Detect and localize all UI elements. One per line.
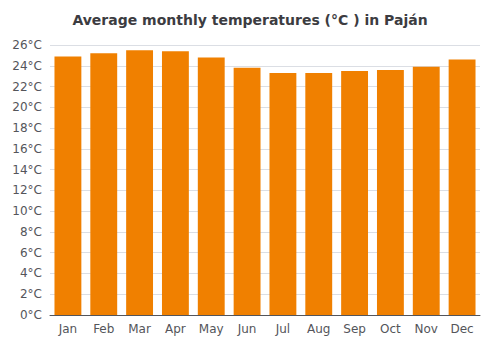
svg-text:26°C: 26°C <box>12 38 42 52</box>
svg-text:2°C: 2°C <box>20 287 42 301</box>
svg-text:0°C: 0°C <box>20 308 42 322</box>
svg-text:May: May <box>199 322 224 336</box>
svg-text:Oct: Oct <box>380 322 401 336</box>
svg-text:Jan: Jan <box>58 322 78 336</box>
svg-text:Average monthly temperatures (: Average monthly temperatures (°C ) in Pa… <box>72 12 427 28</box>
svg-text:Apr: Apr <box>165 322 186 336</box>
svg-text:14°C: 14°C <box>12 163 42 177</box>
svg-text:Sep: Sep <box>343 322 366 336</box>
svg-text:16°C: 16°C <box>12 142 42 156</box>
svg-text:4°C: 4°C <box>20 266 42 280</box>
svg-text:18°C: 18°C <box>12 121 42 135</box>
svg-text:24°C: 24°C <box>12 59 42 73</box>
svg-text:Nov: Nov <box>415 322 438 336</box>
svg-text:22°C: 22°C <box>12 80 42 94</box>
svg-text:Aug: Aug <box>307 322 330 336</box>
svg-text:12°C: 12°C <box>12 183 42 197</box>
svg-text:6°C: 6°C <box>20 246 42 260</box>
svg-text:10°C: 10°C <box>12 204 42 218</box>
svg-text:Feb: Feb <box>93 322 114 336</box>
svg-text:Dec: Dec <box>450 322 473 336</box>
svg-text:Jun: Jun <box>237 322 257 336</box>
svg-text:Jul: Jul <box>275 322 290 336</box>
svg-text:8°C: 8°C <box>20 225 42 239</box>
svg-text:Mar: Mar <box>128 322 151 336</box>
svg-text:20°C: 20°C <box>12 100 42 114</box>
